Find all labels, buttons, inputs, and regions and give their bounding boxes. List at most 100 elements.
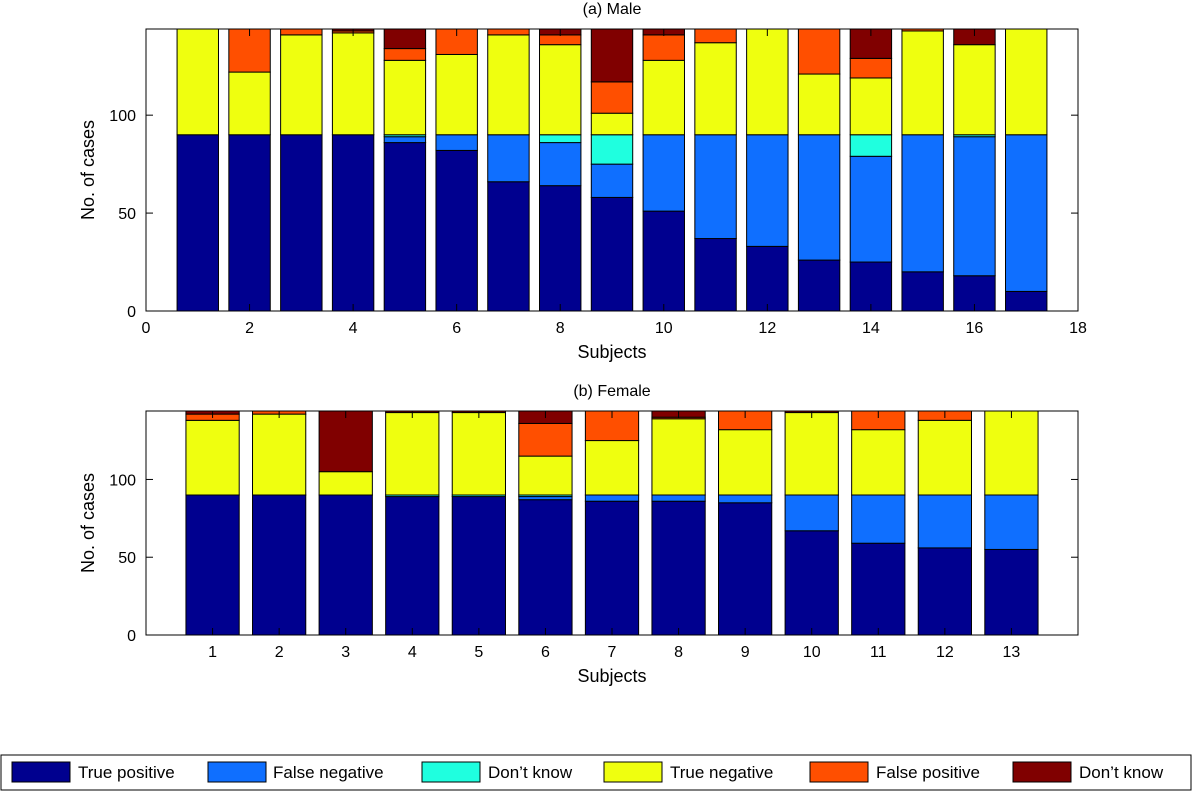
male-x-tick-label: 4 xyxy=(349,320,358,337)
male-chart-title: (a) Male xyxy=(583,1,642,18)
male-bar-segment xyxy=(590,163,634,198)
female-bar-segment xyxy=(917,547,972,636)
female-bar-segment xyxy=(784,412,839,496)
male-bar-segment xyxy=(849,77,893,136)
female-bar-segment xyxy=(651,494,706,502)
female-bar-segment xyxy=(252,494,307,636)
legend: True positive False negative Don’t know … xyxy=(0,754,1192,791)
male-bar-segment xyxy=(953,136,996,277)
male-bar-segment xyxy=(901,30,944,136)
female-bar-segment xyxy=(518,455,573,496)
female-x-axis-label: Subjects xyxy=(577,666,646,686)
male-bar-segment xyxy=(694,28,737,44)
male-bar-segment xyxy=(383,136,427,144)
female-x-tick-label: 5 xyxy=(474,644,483,661)
male-x-tick-label: 8 xyxy=(556,320,565,337)
male-bar-segment xyxy=(539,34,582,46)
male-bar-segment xyxy=(280,134,323,312)
female-x-tick-label: 2 xyxy=(275,644,284,661)
male-bar-segment xyxy=(487,28,530,36)
legend-item-false-negative: False negative xyxy=(207,761,384,783)
female-bar-segment xyxy=(385,496,440,636)
legend-item-true-positive: True positive xyxy=(11,761,175,783)
female-bar-segment xyxy=(651,500,706,636)
female-bar-segment xyxy=(784,530,839,636)
female-bar-segment xyxy=(318,410,373,473)
female-bar-segment xyxy=(518,499,573,636)
legend-label: Don’t know xyxy=(488,763,573,782)
female-bar-segment xyxy=(917,494,972,549)
male-y-tick-label: 100 xyxy=(109,108,136,125)
female-bar-segment xyxy=(651,418,706,496)
male-bar-segment xyxy=(901,271,944,312)
male-x-tick-label: 2 xyxy=(245,320,254,337)
legend-swatch xyxy=(421,761,481,783)
female-bar-segment xyxy=(718,502,773,636)
male-x-axis-label: Subjects xyxy=(577,342,646,362)
male-bar-segment xyxy=(849,261,893,312)
female-bar-segment xyxy=(518,422,573,457)
female-bar-segment xyxy=(584,500,640,636)
legend-label: False positive xyxy=(876,763,980,782)
legend-item-true-negative: True negative xyxy=(603,761,773,783)
legend-swatch xyxy=(207,761,267,783)
male-bar-segment xyxy=(331,134,375,312)
female-bar-segment xyxy=(584,440,640,496)
male-bar-segment xyxy=(694,42,737,136)
male-bar-segment xyxy=(1005,134,1048,292)
male-bar-segment xyxy=(487,181,530,312)
female-y-tick-label: 50 xyxy=(118,550,136,567)
male-bar-segment xyxy=(642,134,685,212)
male-y-tick-label: 0 xyxy=(127,304,136,321)
male-x-tick-label: 14 xyxy=(862,320,880,337)
male-bar-segment xyxy=(280,34,323,136)
female-y-tick-label: 0 xyxy=(127,628,136,645)
male-bar-segment xyxy=(280,28,323,36)
legend-item-dont-know-negative: Don’t know xyxy=(1012,761,1164,783)
male-bar-segment xyxy=(642,59,685,136)
female-x-tick-label: 6 xyxy=(541,644,550,661)
male-bar-segment xyxy=(539,185,582,312)
female-bar-segment xyxy=(185,494,240,636)
male-bar-segment xyxy=(797,73,841,136)
legend-label: Don’t know xyxy=(1079,763,1164,782)
male-bar-segment xyxy=(797,28,841,75)
legend-item-false-positive: False positive xyxy=(809,761,980,783)
female-chart-title: (b) Female xyxy=(573,383,650,400)
legend-swatch xyxy=(809,761,869,783)
female-bar-segment xyxy=(252,413,307,496)
female-bar-segment xyxy=(984,410,1039,496)
male-bar-segment xyxy=(901,134,944,273)
male-bar-segment xyxy=(590,28,634,83)
male-bar-segment xyxy=(590,112,634,136)
female-y-tick-label: 100 xyxy=(109,472,136,489)
legend-label: True negative xyxy=(670,763,773,782)
male-bar-segment xyxy=(694,134,737,240)
male-bar-segment xyxy=(590,196,634,312)
male-x-tick-label: 10 xyxy=(655,320,673,337)
female-bar-segment xyxy=(451,412,506,496)
male-x-tick-label: 16 xyxy=(966,320,984,337)
male-bar-segment xyxy=(539,134,582,144)
female-bar-segment xyxy=(318,494,373,636)
male-bar-segment xyxy=(746,28,789,136)
male-bar-segment xyxy=(228,134,271,312)
female-bar-segment xyxy=(451,496,506,636)
male-bar-segment xyxy=(331,32,375,136)
male-bar-segment xyxy=(590,81,634,114)
legend-swatch xyxy=(603,761,663,783)
female-x-tick-label: 12 xyxy=(936,644,954,661)
female-x-tick-label: 1 xyxy=(208,644,217,661)
male-bar-segment xyxy=(228,71,271,136)
male-bar-segment xyxy=(849,28,893,59)
male-bar-segment xyxy=(797,259,841,312)
female-x-tick-label: 4 xyxy=(408,644,417,661)
male-y-tick-label: 50 xyxy=(118,206,136,223)
male-bar-segment xyxy=(539,142,582,187)
male-bar-segment xyxy=(746,245,789,312)
male-x-tick-label: 12 xyxy=(758,320,776,337)
female-bar-segment xyxy=(851,494,906,544)
